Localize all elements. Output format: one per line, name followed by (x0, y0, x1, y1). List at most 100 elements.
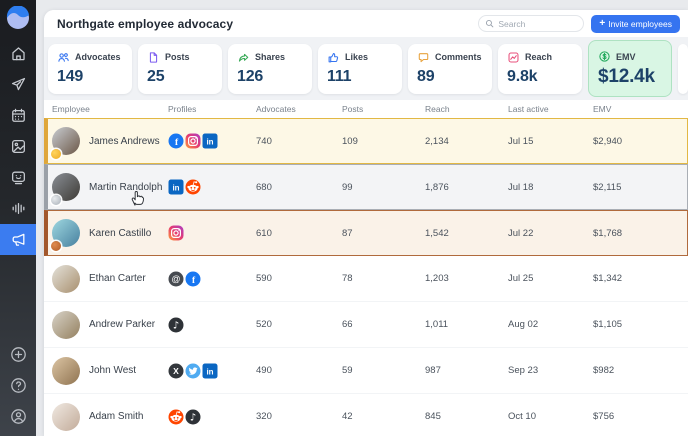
sidebar-item-analytics[interactable] (0, 193, 36, 224)
sidebar (0, 0, 36, 436)
paper-plane-icon (10, 76, 27, 93)
table-row[interactable]: Martin Randolph in 680 99 1,876 Jul 18 $… (44, 164, 688, 210)
table-row[interactable]: Karen Castillo 610 87 1,542 Jul 22 $1,76… (44, 210, 688, 256)
calendar-icon (10, 107, 27, 124)
stat-label: Posts (165, 52, 190, 62)
posts-value: 66 (342, 319, 353, 330)
stat-card-posts: Posts 25 (138, 43, 222, 94)
svg-text:in: in (206, 137, 213, 146)
table-row[interactable]: James Andrews f in 740 109 2,134 Jul 15 $… (44, 118, 688, 164)
x-icon: X (168, 363, 184, 379)
employee-cell: James Andrews (51, 127, 168, 159)
employee-cell: Ethan Carter (52, 264, 168, 293)
employee-name: John West (89, 365, 137, 376)
profiles-cell: in (168, 179, 256, 195)
advocates-value: 320 (256, 411, 272, 422)
add-button[interactable] (0, 339, 36, 370)
reach-value: 1,876 (425, 181, 449, 193)
avatar (51, 219, 80, 251)
emv-value: $1,768 (593, 227, 623, 239)
stat-label: Shares (255, 52, 286, 62)
shares-icon (237, 51, 250, 64)
facebook-icon: f (168, 133, 184, 149)
reach-value: 1,203 (425, 273, 449, 284)
column-header-last-active: Last active (508, 104, 549, 114)
stats-row: Advocates 149 Posts 25 Shares 126 Likes … (44, 37, 688, 100)
employee-cell: Andrew Parker (52, 310, 168, 339)
svg-text:in: in (206, 367, 213, 376)
linkedin-icon: in (168, 179, 184, 195)
main-panel: Northgate employee advocacy + Invite emp… (44, 10, 688, 436)
advocates-value: 490 (256, 365, 272, 376)
svg-text:@: @ (171, 274, 180, 284)
reddit-icon (185, 179, 201, 195)
search-input[interactable] (498, 18, 578, 29)
bronze-medal-icon (51, 241, 61, 251)
search-icon (485, 19, 494, 28)
svg-text:f: f (175, 138, 179, 148)
stat-value: 111 (327, 67, 352, 85)
table-row[interactable]: Andrew Parker ♪ 520 66 1,011 Aug 02 $1,1… (44, 302, 688, 348)
sidebar-item-home[interactable] (0, 38, 36, 69)
last-active-value: Jul 25 (508, 273, 534, 284)
tiktok-icon: ♪ (168, 317, 184, 333)
stat-label: Likes (345, 52, 369, 62)
stat-value: 89 (417, 67, 435, 85)
reach-value: 2,134 (425, 135, 449, 147)
employee-name: Ethan Carter (89, 273, 146, 284)
svg-text:♪: ♪ (190, 412, 196, 423)
table-row[interactable]: Ethan Carter @ f 590 78 1,203 Jul 25 $1,3… (44, 256, 688, 302)
sidebar-item-advocacy[interactable] (0, 224, 36, 255)
account-button[interactable] (0, 401, 36, 432)
avatar (52, 310, 80, 339)
reach-value: 1,011 (425, 319, 449, 330)
stat-card-likes: Likes 111 (318, 43, 402, 94)
advocates-value: 590 (256, 273, 272, 284)
plus-circle-icon (10, 346, 27, 363)
invite-employees-button[interactable]: + Invite employees (591, 14, 680, 33)
stat-card-emv: EMV $12.4k (588, 40, 672, 97)
stat-label: Reach (525, 52, 553, 62)
advocates-value: 680 (256, 181, 272, 193)
emv-value: $2,115 (593, 181, 622, 193)
stat-value: 149 (57, 67, 84, 85)
equalizer-icon (10, 200, 27, 217)
search-box (478, 15, 585, 32)
reach-value: 1,542 (425, 227, 449, 239)
last-active-value: Aug 02 (508, 319, 539, 330)
posts-value: 87 (342, 227, 353, 239)
stat-value: 126 (237, 67, 264, 85)
svg-text:in: in (172, 183, 179, 192)
sidebar-bottom (0, 339, 36, 432)
silver-medal-icon (51, 195, 61, 205)
profiles-cell: @ f (168, 271, 256, 287)
employee-cell: John West (52, 356, 168, 385)
sidebar-item-calendar[interactable] (0, 100, 36, 131)
sidebar-item-publish[interactable] (0, 69, 36, 100)
employee-cell: Adam Smith (52, 402, 168, 431)
table-row[interactable]: Adam Smith ♪ 320 42 845 Oct 10 $756 (44, 394, 688, 436)
wave-logo-icon[interactable] (6, 5, 30, 30)
instagram-icon (168, 225, 184, 241)
plus-icon: + (599, 17, 606, 29)
employee-name: James Andrews (89, 135, 160, 147)
sidebar-item-media[interactable] (0, 131, 36, 162)
employee-name: Andrew Parker (89, 319, 156, 330)
stat-card-advocates: Advocates 149 (48, 43, 132, 94)
linkedin-icon: in (202, 133, 218, 149)
sidebar-item-engage[interactable] (0, 162, 36, 193)
svg-text:♪: ♪ (173, 320, 179, 331)
employee-name: Adam Smith (89, 411, 144, 422)
stat-value: $12.4k (598, 66, 655, 87)
chat-face-icon (10, 169, 27, 186)
posts-value: 42 (342, 411, 353, 422)
help-button[interactable] (0, 370, 36, 401)
column-header-reach: Reach (425, 104, 450, 114)
avatar (51, 127, 80, 159)
advocates-icon (57, 51, 70, 64)
posts-value: 99 (342, 181, 353, 193)
image-icon (10, 138, 27, 155)
emv-value: $982 (593, 365, 615, 376)
reach-icon (507, 51, 520, 64)
